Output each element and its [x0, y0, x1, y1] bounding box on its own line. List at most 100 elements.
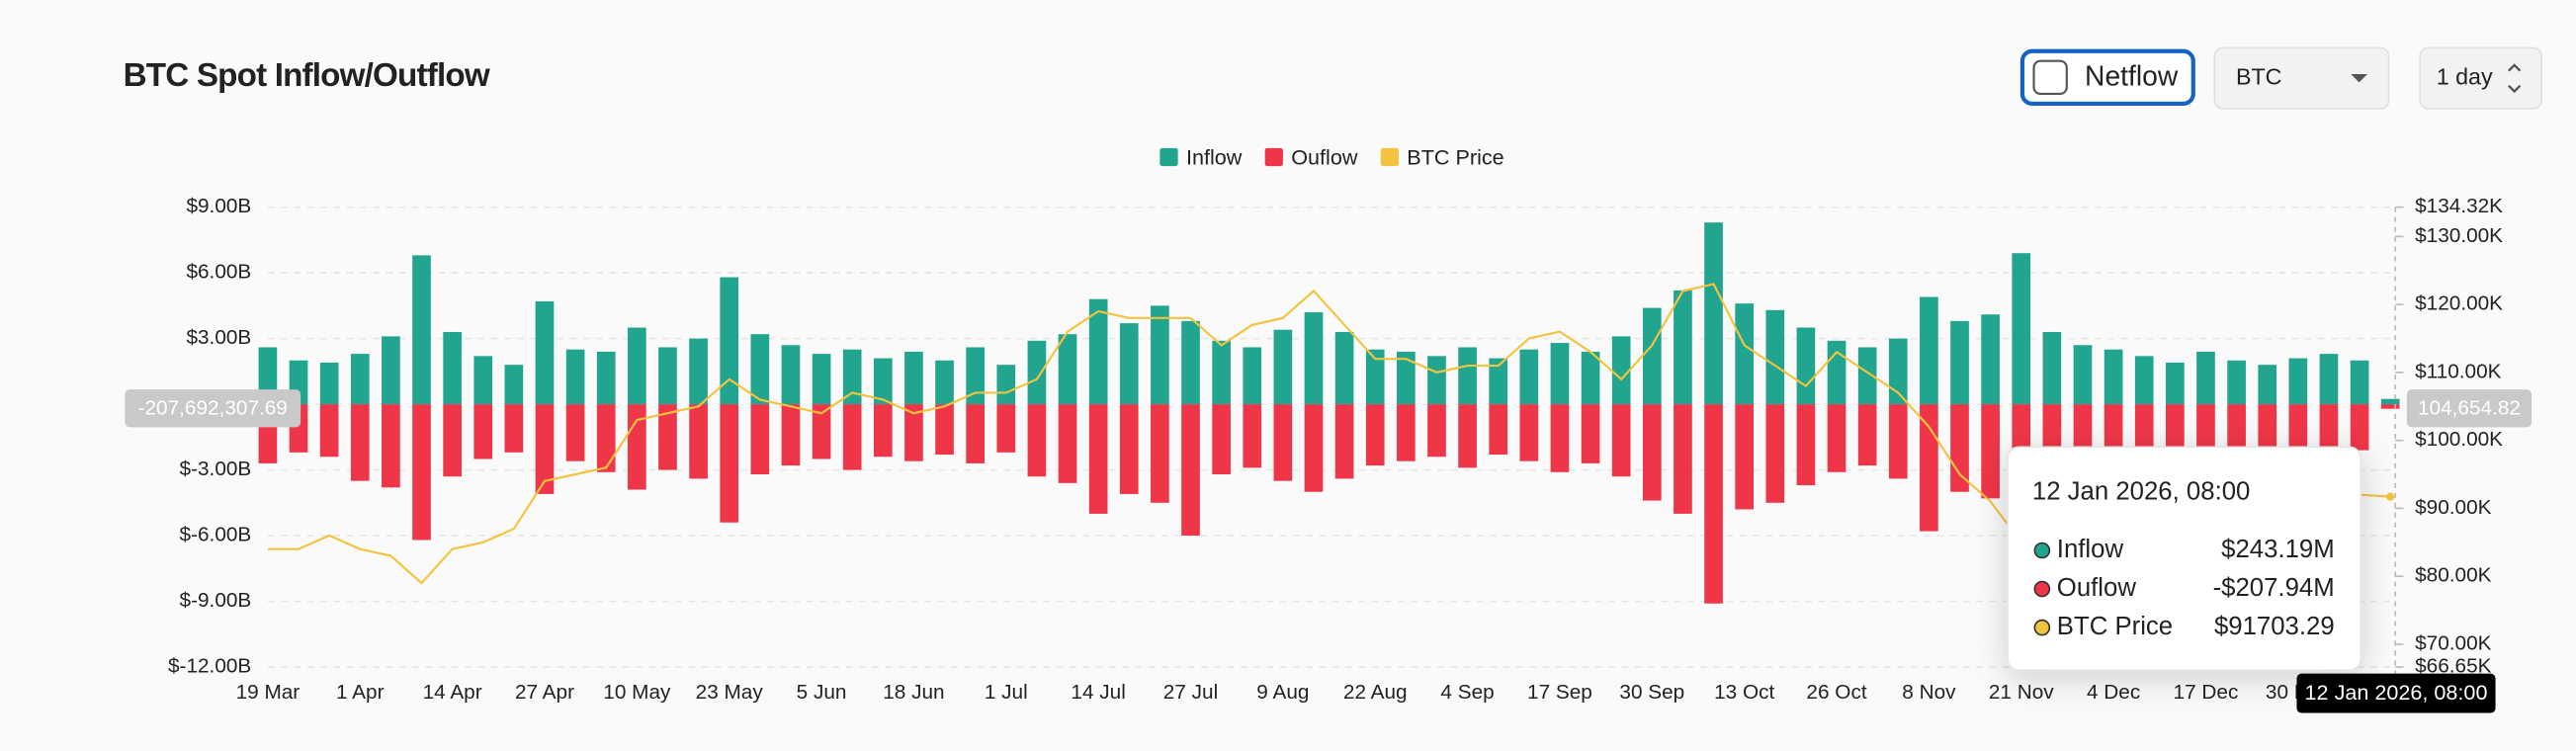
bar [1519, 349, 1539, 405]
x-tick-label: 5 Jun [797, 681, 847, 704]
x-tick-label: 27 Apr [515, 681, 574, 704]
y2-tick-label: $130.00K [2415, 224, 2503, 247]
y2-tick-label: $120.00K [2415, 292, 2503, 315]
bar [1674, 404, 1692, 514]
bar [2350, 360, 2369, 405]
bar [2380, 398, 2400, 405]
bar [1735, 404, 1755, 510]
bar [443, 331, 462, 405]
bar [1088, 404, 1108, 514]
bar [504, 365, 524, 405]
bar [2227, 404, 2246, 453]
legend-swatch [1264, 147, 1283, 167]
x-tick-label: 1 Apr [336, 681, 385, 704]
tooltip-name: Inflow [2057, 536, 2124, 563]
bar [1981, 404, 2000, 499]
overlay: -207,692,307.69 104,654.82 12 Jan 2026, 08… [125, 207, 2533, 713]
bar [628, 404, 646, 490]
x-tick-label: 4 Dec [2087, 681, 2140, 704]
bar [1397, 404, 1416, 461]
x-tick-label: 13 Oct [1714, 681, 1774, 704]
legend-label: Ouflow [1291, 144, 1358, 169]
bar [535, 300, 555, 405]
bar [1334, 404, 1354, 479]
tooltip-dot [2033, 542, 2051, 559]
dropdown-arrow [2351, 74, 2367, 83]
bar [1304, 404, 1324, 492]
bar [996, 404, 1016, 453]
x-tick-label: 27 Jul [1163, 681, 1218, 704]
select-box[interactable] [2213, 46, 2390, 110]
bar [2350, 404, 2369, 451]
bar [1243, 347, 1262, 405]
bar [1857, 347, 1877, 405]
bar [2288, 358, 2308, 405]
bar [1981, 314, 2000, 405]
bar [1611, 336, 1631, 405]
x-tick-label: 8 Nov [1902, 681, 1956, 704]
bar [473, 356, 493, 405]
bar [1304, 312, 1324, 405]
x-tick-label: 4 Sep [1440, 681, 1494, 704]
legend-swatch [1159, 147, 1178, 167]
netflow-label[interactable]: Netflow [2085, 60, 2179, 92]
bar [689, 338, 708, 405]
bar [1950, 404, 1969, 492]
bar [443, 404, 462, 477]
x-tick-label: 26 Oct [1806, 681, 1866, 704]
bar [2012, 253, 2031, 405]
bar [1735, 303, 1755, 405]
bar [1058, 334, 1077, 405]
interval-label[interactable]: 1 day [2437, 63, 2493, 89]
tooltip-title: 12 Jan 2026, 08:00 [2032, 478, 2251, 506]
x-tick-label: 30 Sep [1619, 681, 1684, 704]
bar [2166, 404, 2185, 451]
asset-label[interactable]: BTC [2236, 63, 2282, 89]
crosshair-y-box [125, 389, 301, 428]
x-tick-label: 17 Sep [1527, 681, 1592, 704]
legend-label: BTC Price [1407, 144, 1503, 169]
bar [2319, 404, 2339, 459]
bar [935, 360, 954, 405]
bar [1151, 404, 1169, 503]
tooltip-dot [2033, 619, 2051, 636]
y2-tick-label: $70.00K [2415, 631, 2492, 654]
x-tick-label: 14 Apr [423, 681, 482, 704]
bar [689, 404, 708, 479]
bar [1888, 338, 1908, 405]
checkbox[interactable] [2032, 59, 2068, 96]
bar [1119, 323, 1139, 405]
interval-select[interactable]: 1 day [2419, 46, 2542, 110]
select-box[interactable] [2419, 46, 2542, 110]
tooltip-value: -$207.94M [2213, 574, 2335, 602]
bar [1365, 349, 1385, 405]
tooltip-value: $91703.29 [2214, 613, 2335, 640]
bar [1611, 404, 1631, 477]
y2-tick-label: $100.00K [2415, 428, 2503, 451]
crosshair-y2-box [2406, 389, 2533, 428]
bar [720, 277, 739, 405]
bar [781, 345, 801, 405]
bar [1334, 331, 1354, 405]
bar [596, 351, 616, 405]
tooltip-box [2007, 446, 2362, 672]
bar [873, 404, 893, 458]
asset-select[interactable]: BTC [2213, 46, 2390, 110]
bar [1796, 327, 1816, 405]
bar [504, 404, 524, 453]
plot: $-12.00B $-9.00B $-6.00B $-3.00B $3.00B $6.00… [168, 144, 2503, 704]
y2-tick-label: $80.00K [2415, 564, 2492, 587]
y-tick-label: $3.00B [186, 326, 251, 349]
bar [996, 365, 1016, 405]
bar [935, 404, 954, 456]
netflow-toggle[interactable]: Netflow [2019, 48, 2195, 107]
bar [842, 404, 862, 470]
bar [781, 404, 801, 466]
x-tick-label: 19 Mar [236, 681, 301, 704]
hover-point [2386, 492, 2395, 501]
x-tick-label: 18 Jun [883, 681, 944, 704]
x-tick-label: 1 Jul [985, 681, 1028, 704]
bar [2073, 345, 2093, 405]
bar [2134, 356, 2154, 405]
bar [873, 358, 893, 405]
